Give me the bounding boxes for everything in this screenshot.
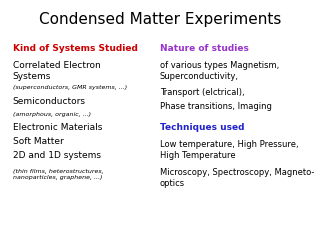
Text: Electronic Materials: Electronic Materials — [13, 123, 102, 132]
Text: Transport (elctrical),: Transport (elctrical), — [160, 88, 244, 96]
Text: of various types Magnetism,
Superconductivity,: of various types Magnetism, Superconduct… — [160, 61, 279, 81]
Text: Techniques used: Techniques used — [160, 123, 244, 132]
Text: (amorphous, organic, ...): (amorphous, organic, ...) — [13, 112, 91, 117]
Text: Microscopy, Spectroscopy, Magneto-
optics: Microscopy, Spectroscopy, Magneto- optic… — [160, 168, 314, 188]
Text: Correlated Electron
Systems: Correlated Electron Systems — [13, 61, 100, 81]
Text: Phase transitions, Imaging: Phase transitions, Imaging — [160, 102, 272, 111]
Text: Kind of Systems Studied: Kind of Systems Studied — [13, 44, 138, 54]
Text: (thin films, heterostructures,
nanoparticles, graphene, ...): (thin films, heterostructures, nanoparti… — [13, 169, 103, 180]
Text: Condensed Matter Experiments: Condensed Matter Experiments — [39, 12, 281, 27]
Text: Nature of studies: Nature of studies — [160, 44, 249, 54]
Text: (superconductors, GMR systems, ...): (superconductors, GMR systems, ...) — [13, 85, 127, 90]
Text: Semiconductors: Semiconductors — [13, 97, 86, 106]
Text: Soft Matter: Soft Matter — [13, 137, 64, 146]
Text: Low temperature, High Pressure,
High Temperature: Low temperature, High Pressure, High Tem… — [160, 140, 299, 161]
Text: 2D and 1D systems: 2D and 1D systems — [13, 151, 101, 160]
